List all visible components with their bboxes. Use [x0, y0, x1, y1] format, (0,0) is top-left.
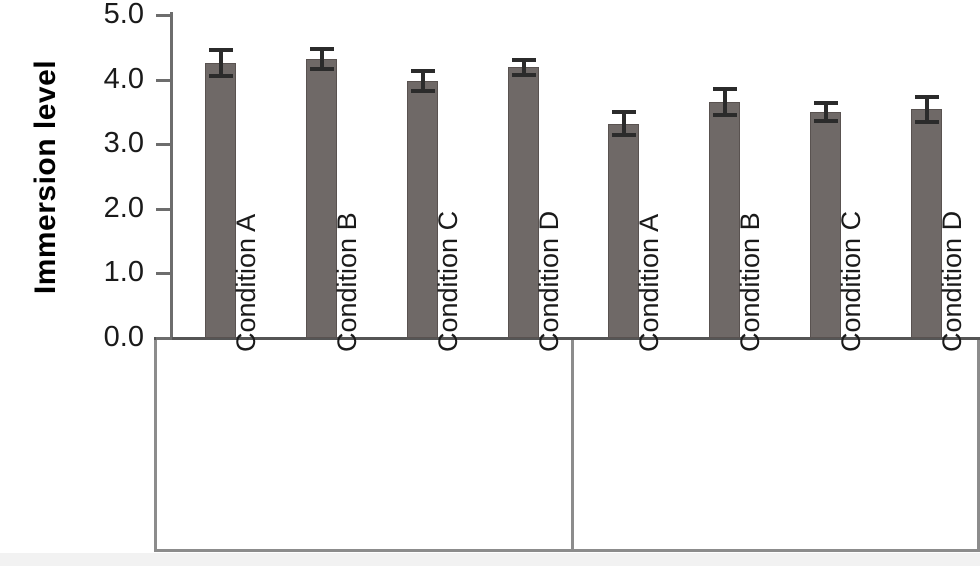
y-tick-label: 1.0: [103, 256, 144, 289]
y-tick-label: 5.0: [103, 0, 144, 30]
bottom-strip: [0, 553, 980, 566]
y-tick-mark: [156, 14, 172, 17]
x-category-label: Condition B: [735, 212, 765, 352]
bar: [407, 80, 438, 338]
error-bar-cap-upper: [611, 109, 636, 114]
bar: [306, 58, 337, 338]
bar: [205, 62, 236, 338]
x-category-label: Condition C: [433, 210, 463, 352]
x-category-label: Condition D: [937, 210, 967, 352]
y-tick-label: 4.0: [103, 62, 144, 95]
x-category-label: Condition A: [634, 213, 664, 352]
x-axis-baseline: [154, 337, 980, 340]
y-tick-label: 3.0: [103, 127, 144, 160]
error-bar-cap-upper: [914, 95, 939, 100]
y-tick-mark: [156, 337, 172, 340]
bar: [608, 123, 639, 338]
x-category-label: Condition C: [836, 210, 866, 352]
error-bar-cap-upper: [712, 87, 737, 92]
x-category-label: Condition D: [534, 210, 564, 352]
y-tick-mark: [156, 78, 172, 82]
group-divider-line: [571, 340, 574, 552]
x-category-label: Condition B: [332, 212, 362, 352]
y-tick-mark: [156, 272, 172, 276]
bar: [911, 109, 942, 338]
bar: [709, 102, 740, 338]
y-tick-label: 0.0: [103, 321, 144, 353]
error-bar-cap-upper: [813, 100, 838, 105]
error-bar-cap-upper: [410, 68, 435, 73]
y-tick-label: 2.0: [103, 191, 144, 224]
error-bar-cap-upper: [511, 57, 536, 62]
x-category-label: Condition A: [231, 213, 261, 352]
plot-area: [205, 47, 942, 338]
y-axis-tick-labels: 5.0 4.0 3.0 2.0 1.0 0.0: [44, 0, 144, 566]
error-bar-cap-upper: [309, 47, 334, 52]
y-tick-mark: [156, 143, 172, 147]
y-tick-mark: [156, 207, 172, 211]
y-axis-line: [170, 12, 173, 340]
bar: [810, 111, 841, 338]
error-bar-cap-upper: [208, 47, 233, 52]
category-label-box: [154, 340, 980, 552]
